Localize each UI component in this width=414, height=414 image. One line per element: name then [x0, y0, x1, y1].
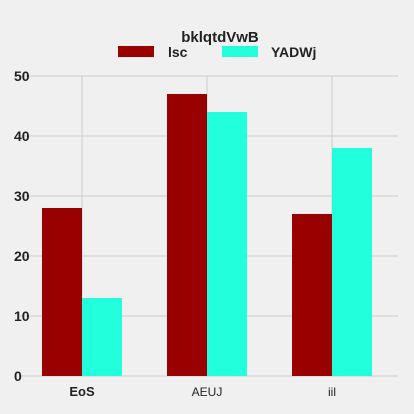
bar-yadwj-iil: [332, 148, 372, 376]
bar-yadwj-eos: [82, 298, 122, 376]
bar-lsc-iil: [292, 214, 332, 376]
bars-group: [42, 94, 372, 376]
legend-label-yadwj: YADWj: [271, 44, 316, 60]
bar-lsc-eos: [42, 208, 82, 376]
y-tick-label-30: 30: [14, 188, 30, 204]
y-tick-label-50: 50: [14, 68, 30, 84]
legend-title: bklqtdVwB: [181, 29, 259, 46]
y-tick-label-0: 0: [14, 368, 22, 384]
y-axis-ticks: 0 10 20 30 40 50: [14, 68, 30, 384]
x-tick-label-aeuj: AEUJ: [192, 385, 223, 399]
bar-yadwj-aeuj: [207, 112, 247, 376]
y-tick-label-10: 10: [14, 308, 30, 324]
legend-swatch-lsc: [118, 46, 154, 57]
y-tick-label-20: 20: [14, 248, 30, 264]
legend-swatch-yadwj: [222, 46, 258, 57]
x-tick-label-eos: EoS: [69, 384, 95, 399]
legend-label-lsc: lsc: [168, 44, 188, 60]
x-axis-ticks: EoS AEUJ iil: [69, 384, 336, 399]
legend: bklqtdVwB lsc YADWj: [118, 29, 316, 60]
bar-lsc-aeuj: [167, 94, 207, 376]
x-tick-label-iil: iil: [328, 385, 336, 399]
y-tick-label-40: 40: [14, 128, 30, 144]
